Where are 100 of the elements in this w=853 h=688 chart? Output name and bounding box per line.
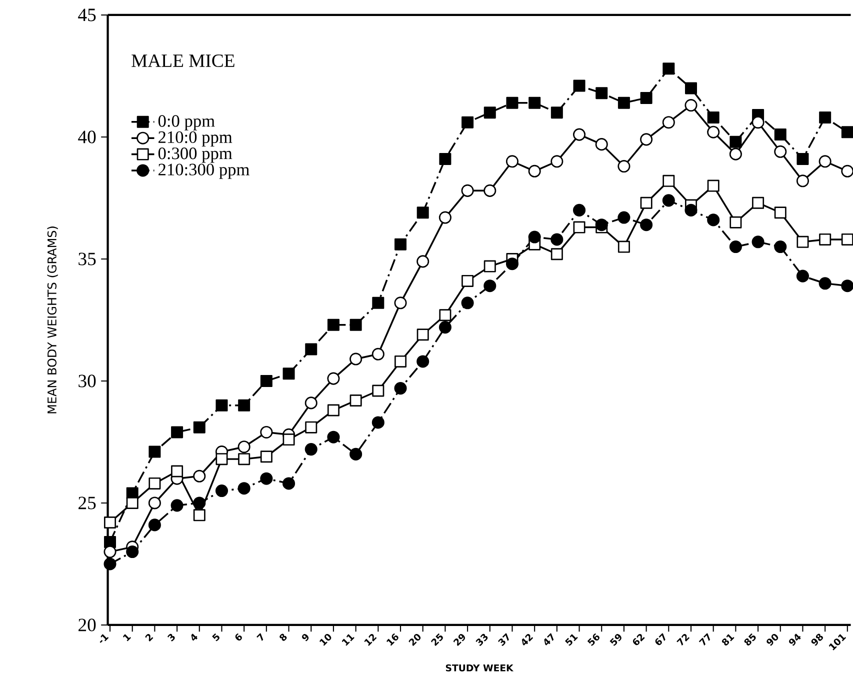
point (304, 443, 318, 456)
point (707, 180, 720, 192)
point (819, 111, 832, 124)
point (372, 348, 384, 360)
point (305, 343, 318, 356)
point (707, 126, 720, 138)
x-tick-label: 94 (789, 634, 801, 646)
point (506, 96, 518, 109)
point (327, 404, 340, 416)
point (730, 136, 742, 148)
point (618, 211, 630, 224)
point (438, 321, 452, 334)
point (730, 216, 742, 228)
point (416, 328, 429, 341)
point (729, 148, 742, 160)
point (282, 477, 296, 490)
point (550, 155, 564, 168)
point (148, 477, 161, 490)
x-tick-label: 3 (167, 634, 175, 642)
point (618, 96, 630, 109)
point (796, 270, 809, 282)
point (148, 518, 161, 532)
point (238, 482, 250, 495)
x-tick-label: 12 (364, 634, 377, 646)
point (752, 236, 764, 248)
point (752, 116, 764, 129)
point (774, 128, 786, 141)
point (774, 240, 787, 254)
x-tick-label: 2 (145, 634, 154, 642)
point (796, 236, 809, 248)
point (372, 296, 384, 309)
point (372, 384, 384, 397)
point (707, 111, 720, 124)
point (506, 258, 518, 270)
x-tick-label: 33 (476, 634, 488, 646)
point (215, 484, 228, 498)
x-tick-label: 7 (256, 633, 264, 641)
point (193, 470, 206, 482)
point (439, 152, 452, 165)
y-tick-label: 30 (78, 374, 96, 388)
point (327, 372, 340, 385)
point (416, 255, 430, 268)
point (260, 374, 272, 387)
point (662, 116, 675, 129)
x-tick-label: 10 (320, 634, 332, 646)
point (550, 248, 563, 260)
point (484, 280, 496, 292)
point (305, 421, 318, 434)
point (796, 174, 809, 188)
point (193, 509, 206, 522)
point (707, 214, 720, 226)
point (282, 368, 295, 380)
point (484, 184, 496, 197)
point (596, 87, 608, 100)
point (416, 206, 429, 219)
x-tick-label: 77 (698, 633, 710, 646)
point (171, 426, 184, 438)
x-tick-label: 47 (544, 633, 554, 646)
y-tick-label: 45 (78, 8, 96, 22)
point (528, 96, 541, 109)
x-tick-label: 5 (212, 633, 220, 642)
point (350, 318, 362, 331)
point (819, 233, 832, 246)
point (572, 204, 586, 216)
x-tick-label: 8 (280, 634, 287, 641)
point (394, 382, 407, 395)
point (528, 230, 541, 244)
y-tick-label: 20 (78, 618, 96, 632)
point (193, 421, 206, 434)
x-tick-label: 25 (430, 633, 443, 646)
point (148, 446, 161, 458)
point (238, 399, 250, 412)
point (550, 233, 564, 246)
x-tick-label: 51 (564, 634, 578, 646)
legend-label: 210:0 ppm (158, 131, 232, 147)
point (528, 164, 541, 178)
x-axis-title: STUDY WEEK (446, 664, 514, 672)
point (394, 238, 407, 250)
x-tick-label: 37 (498, 633, 509, 646)
x-tick-label: 6 (235, 633, 242, 641)
point (462, 116, 474, 128)
point (104, 558, 116, 570)
x-tick-label: 16 (386, 633, 398, 646)
point (260, 472, 273, 485)
point (595, 218, 608, 232)
point (818, 155, 832, 168)
point (550, 106, 563, 119)
x-tick-label: 11 (342, 634, 354, 646)
point (170, 499, 184, 512)
point (662, 194, 675, 207)
point (484, 260, 496, 272)
point (640, 196, 652, 209)
x-tick-label: 90 (766, 634, 778, 646)
point (618, 160, 630, 173)
y-tick-label: 25 (78, 496, 96, 510)
point (484, 106, 496, 119)
point (573, 221, 586, 234)
y-axis-title: MEAN BODY WEIGHTS (GRAMS) (47, 226, 58, 414)
point (350, 448, 362, 460)
point (394, 296, 407, 310)
